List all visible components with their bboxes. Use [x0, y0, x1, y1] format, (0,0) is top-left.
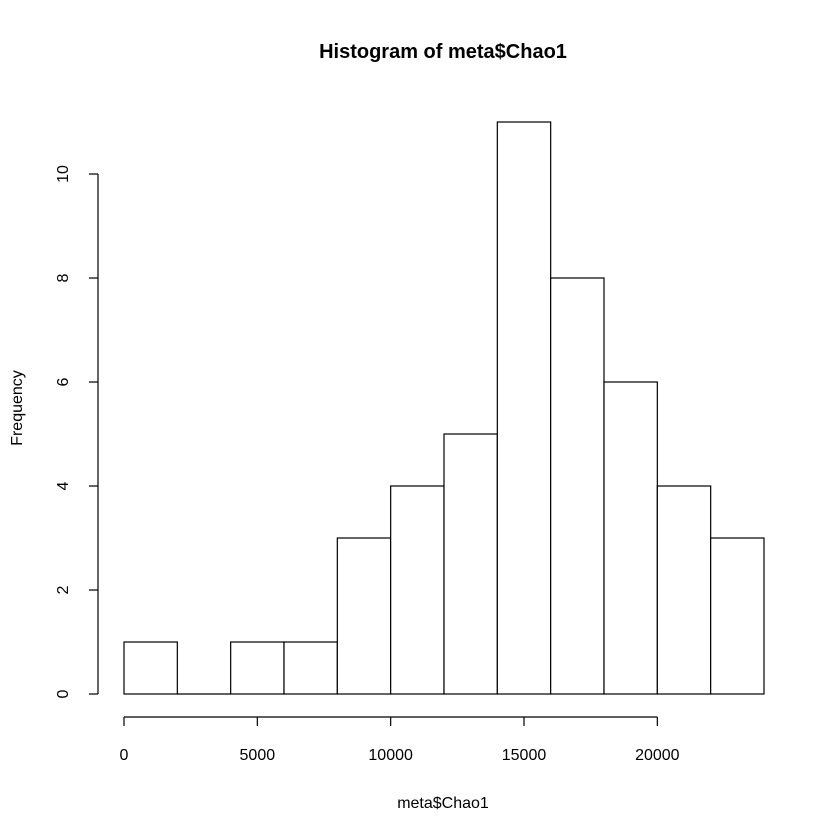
y-tick-label: 0 [55, 689, 72, 698]
x-tick-label: 15000 [502, 747, 547, 764]
x-tick-label: 10000 [368, 747, 413, 764]
y-tick-label: 2 [55, 585, 72, 594]
y-tick-label: 10 [55, 165, 72, 183]
y-tick-label: 4 [55, 481, 72, 490]
histogram-bar [230, 641, 285, 695]
histogram-bar [443, 433, 498, 695]
histogram-bar [336, 537, 392, 695]
histogram-bar [550, 277, 605, 695]
x-tick-label: 0 [120, 747, 129, 764]
histogram-bar [656, 485, 712, 695]
x-tick-label: 5000 [240, 747, 276, 764]
chart-title: Histogram of meta$Chao1 [319, 41, 567, 63]
y-tick-label: 8 [55, 273, 72, 282]
x-tick-label: 20000 [635, 747, 680, 764]
histogram-bar [123, 641, 178, 695]
histogram-bar [603, 381, 658, 695]
histogram-bar [283, 641, 338, 695]
histogram-bar [710, 537, 765, 695]
y-tick-label: 6 [55, 377, 72, 386]
histogram-bar [390, 485, 445, 695]
histogram-bar [496, 121, 552, 695]
y-axis: 0 2 4 6 8 10 [55, 165, 99, 698]
x-axis-label: meta$Chao1 [397, 795, 489, 812]
y-axis-label: Frequency [9, 370, 26, 446]
x-axis: 0 5000 10000 15000 20000 [120, 716, 680, 764]
bars-group [123, 121, 765, 695]
